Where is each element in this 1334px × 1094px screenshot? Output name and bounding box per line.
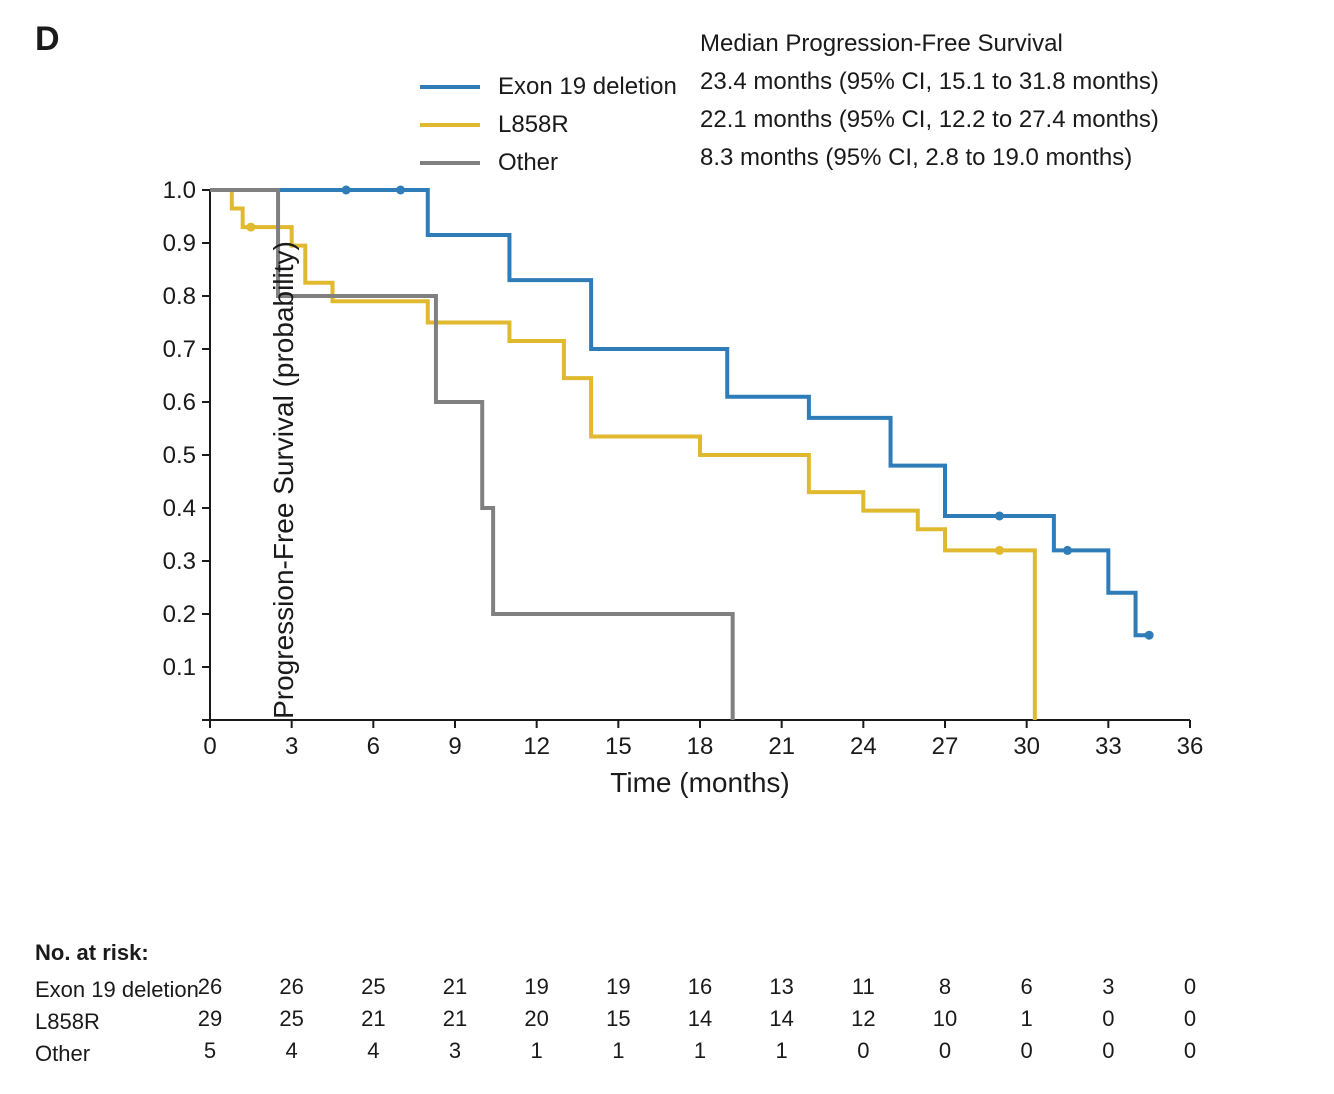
svg-text:18: 18 [687,733,714,760]
risk-cell: 0 [1088,1006,1128,1032]
svg-text:21: 21 [768,733,795,760]
risk-cell: 3 [435,1038,475,1064]
km-plot: 0.10.20.30.40.50.60.70.80.91.00369121518… [140,180,1210,805]
legend-row: Other [420,144,698,182]
svg-text:0.7: 0.7 [163,336,196,363]
svg-text:3: 3 [285,733,298,760]
svg-text:0.6: 0.6 [163,389,196,416]
risk-cell: 14 [762,1006,802,1032]
risk-table-header: No. at risk: [35,940,210,966]
svg-text:24: 24 [850,733,877,760]
legend-row: Exon 19 deletion [420,68,698,106]
risk-cell: 16 [680,974,720,1000]
risk-cell: 0 [1170,1038,1210,1064]
km-svg: 0.10.20.30.40.50.60.70.80.91.00369121518… [140,180,1210,800]
median-stat-other: 8.3 months (95% CI, 2.8 to 19.0 months) [700,144,1132,172]
risk-cell: 1 [680,1038,720,1064]
risk-cell: 25 [272,1006,312,1032]
risk-cell: 14 [680,1006,720,1032]
svg-text:12: 12 [523,733,550,760]
risk-cell: 21 [353,1006,393,1032]
svg-text:0.2: 0.2 [163,601,196,628]
svg-text:0.5: 0.5 [163,442,196,469]
risk-cell: 1 [517,1038,557,1064]
svg-text:0.8: 0.8 [163,283,196,310]
risk-row-name: Exon 19 deletion [35,977,210,1003]
risk-cell: 0 [1170,974,1210,1000]
legend-label-exon19: Exon 19 deletion [498,73,698,101]
risk-table-row: Other5443111100000 [35,1038,210,1070]
legend-row: L858R [420,106,698,144]
svg-text:6: 6 [367,733,380,760]
svg-text:0: 0 [203,733,216,760]
risk-cell: 15 [598,1006,638,1032]
risk-cell: 25 [353,974,393,1000]
svg-text:33: 33 [1095,733,1122,760]
risk-cell: 8 [925,974,965,1000]
svg-text:15: 15 [605,733,632,760]
risk-table: No. at risk: Exon 19 deletion26262521191… [35,940,210,1070]
median-stat-l858r: 22.1 months (95% CI, 12.2 to 27.4 months… [700,106,1159,134]
svg-text:0.1: 0.1 [163,654,196,681]
svg-text:9: 9 [448,733,461,760]
legend-swatch-l858r [420,123,480,127]
legend-label-other: Other [498,149,698,177]
risk-cell: 19 [517,974,557,1000]
risk-cell: 3 [1088,974,1128,1000]
legend-swatch-other [420,161,480,165]
svg-text:36: 36 [1177,733,1204,760]
risk-cell: 12 [843,1006,883,1032]
legend: Exon 19 deletion L858R Other [420,30,698,182]
risk-cell: 11 [843,974,883,1000]
risk-cell: 0 [925,1038,965,1064]
risk-cell: 0 [1088,1038,1128,1064]
risk-cell: 19 [598,974,638,1000]
risk-row-name: Other [35,1041,210,1067]
risk-cell: 6 [1007,974,1047,1000]
figure-container: D Exon 19 deletion L858R Other Median Pr… [0,0,1334,1094]
svg-text:1.0: 1.0 [163,180,196,204]
risk-cell: 21 [435,1006,475,1032]
legend-label-l858r: L858R [498,111,698,139]
svg-text:27: 27 [932,733,959,760]
panel-label: D [35,20,60,59]
median-stat-exon19: 23.4 months (95% CI, 15.1 to 31.8 months… [700,68,1159,96]
risk-cell: 4 [272,1038,312,1064]
risk-cell: 1 [762,1038,802,1064]
risk-cell: 0 [1007,1038,1047,1064]
risk-cell: 13 [762,974,802,1000]
y-axis-label: Progression-Free Survival (probability) [268,241,300,719]
svg-text:0.9: 0.9 [163,230,196,257]
risk-cell: 20 [517,1006,557,1032]
svg-text:Time (months): Time (months) [610,767,789,798]
risk-cell: 5 [190,1038,230,1064]
risk-row-name: L858R [35,1009,210,1035]
svg-text:0.3: 0.3 [163,548,196,575]
svg-text:30: 30 [1013,733,1040,760]
svg-text:0.4: 0.4 [163,495,196,522]
risk-table-row: L858R29252121201514141210100 [35,1006,210,1038]
risk-cell: 1 [1007,1006,1047,1032]
risk-cell: 0 [1170,1006,1210,1032]
risk-cell: 0 [843,1038,883,1064]
risk-cell: 29 [190,1006,230,1032]
risk-cell: 10 [925,1006,965,1032]
risk-cell: 21 [435,974,475,1000]
risk-table-row: Exon 19 deletion2626252119191613118630 [35,974,210,1006]
risk-cell: 26 [272,974,312,1000]
risk-cell: 4 [353,1038,393,1064]
legend-title: Median Progression-Free Survival [700,30,1063,58]
risk-cell: 26 [190,974,230,1000]
legend-swatch-exon19 [420,85,480,89]
risk-cell: 1 [598,1038,638,1064]
